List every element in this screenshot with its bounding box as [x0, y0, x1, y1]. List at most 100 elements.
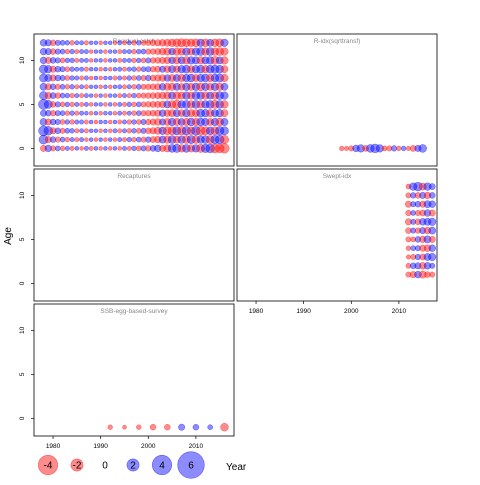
- bubble: [131, 75, 137, 81]
- bubble: [140, 145, 147, 152]
- bubble: [74, 110, 80, 116]
- bubble: [172, 135, 181, 144]
- bubble: [93, 84, 99, 90]
- bubble: [117, 110, 123, 116]
- bubble: [206, 82, 215, 91]
- bubble: [69, 84, 75, 90]
- bubble: [122, 145, 127, 151]
- bubble: [409, 145, 417, 152]
- bubble: [79, 93, 85, 99]
- bubble: [49, 101, 57, 108]
- bubble: [93, 128, 99, 134]
- bubble: [88, 93, 94, 98]
- bubble: [182, 91, 191, 100]
- bubble: [163, 82, 172, 91]
- y-tick-label: 0: [19, 281, 26, 285]
- bubble: [140, 92, 147, 99]
- bubble: [131, 136, 137, 143]
- bubble: [59, 101, 66, 108]
- bubble: [135, 136, 142, 143]
- bubble: [375, 144, 384, 153]
- bubble: [215, 91, 224, 100]
- bubble: [83, 128, 89, 134]
- panel-frame: [236, 33, 438, 167]
- bubble: [54, 136, 61, 143]
- panel-title: Residual catch: [113, 38, 156, 45]
- bubble: [215, 82, 224, 91]
- bubble: [405, 271, 412, 278]
- bubble: [187, 47, 195, 56]
- bubble: [69, 137, 75, 143]
- bubble: [140, 48, 147, 55]
- bubble: [126, 57, 132, 63]
- bubble: [74, 101, 80, 107]
- bubble: [107, 49, 113, 54]
- bubble: [140, 57, 147, 64]
- bubble: [206, 118, 215, 126]
- bubble: [163, 91, 172, 100]
- bubble: [69, 145, 75, 151]
- bubble: [410, 236, 416, 243]
- bubble: [168, 47, 176, 56]
- bubble: [145, 39, 152, 46]
- bubble: [126, 101, 132, 108]
- bubble: [401, 145, 407, 152]
- bubble: [177, 65, 186, 74]
- bubble: [45, 109, 52, 117]
- bubble: [43, 100, 53, 109]
- bubble: [140, 66, 147, 73]
- bubble: [74, 40, 80, 46]
- bubble: [163, 135, 172, 144]
- bubble: [131, 48, 137, 55]
- bubble: [177, 91, 186, 100]
- bubble: [366, 144, 375, 153]
- bubble: [201, 56, 210, 65]
- panel-frame: [236, 168, 438, 302]
- bubble: [205, 47, 215, 56]
- bubble: [220, 65, 229, 74]
- bubble: [177, 126, 187, 136]
- bubble: [107, 93, 113, 98]
- legend-label: -2: [73, 461, 82, 472]
- bubble: [210, 82, 219, 91]
- bubble: [201, 65, 210, 74]
- bubble: [50, 145, 57, 152]
- bubble: [126, 49, 132, 55]
- legend-label: 4: [159, 461, 165, 472]
- bubble: [107, 66, 113, 72]
- bubble: [103, 40, 108, 46]
- bubble: [98, 84, 103, 90]
- bubble: [117, 146, 122, 151]
- bubble: [149, 423, 157, 431]
- bubble: [219, 143, 230, 154]
- bubble: [414, 245, 421, 252]
- bubble: [205, 64, 215, 74]
- bubble: [145, 57, 152, 64]
- bubble: [69, 40, 75, 46]
- bubble: [339, 145, 345, 152]
- bubble: [196, 108, 205, 118]
- bubble: [177, 73, 186, 83]
- bubble: [405, 145, 411, 151]
- legend-item: 6: [177, 451, 205, 479]
- bubble: [107, 110, 113, 116]
- bubble: [145, 110, 152, 117]
- bubble: [136, 57, 142, 64]
- bubble: [49, 65, 57, 73]
- bubble: [59, 145, 66, 152]
- bubble: [117, 40, 123, 46]
- bubble: [192, 109, 200, 118]
- panel-title: SSB-egg-based-survey: [100, 308, 168, 315]
- panel-frame: [33, 168, 235, 302]
- bubble: [405, 245, 412, 251]
- bubble: [74, 146, 80, 151]
- bubble: [54, 39, 61, 46]
- bubble: [83, 84, 89, 90]
- bubble: [187, 82, 195, 91]
- bubble: [429, 192, 436, 199]
- bubble: [126, 136, 132, 143]
- bubble: [83, 119, 89, 125]
- bubble: [136, 66, 142, 72]
- bubble: [418, 270, 427, 279]
- bubble: [191, 135, 201, 144]
